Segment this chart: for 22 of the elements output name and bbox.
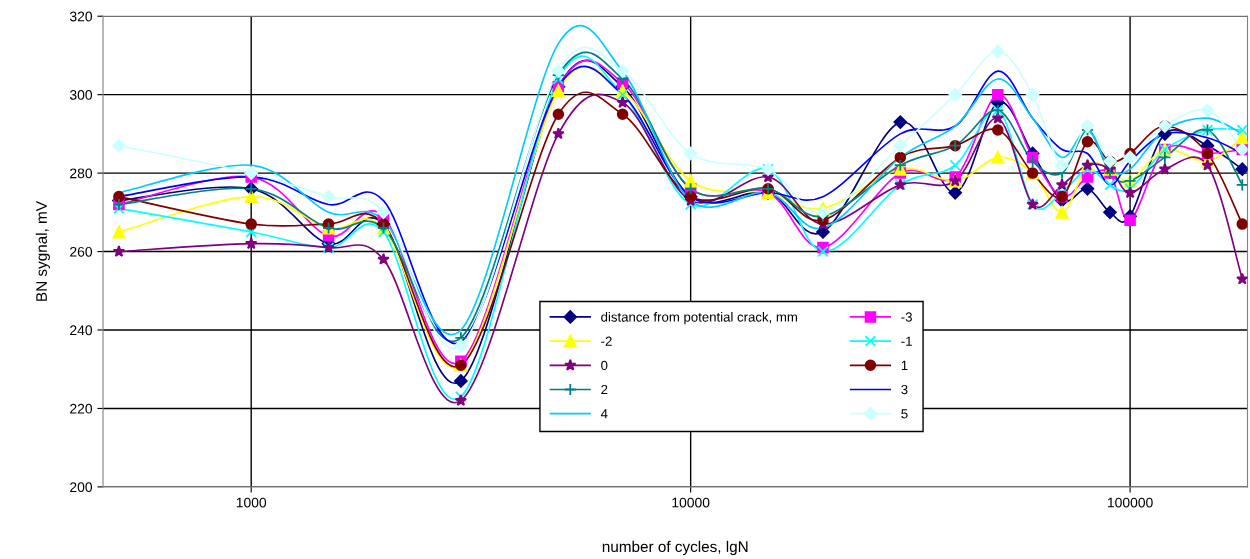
legend-label: -3	[901, 312, 912, 322]
x-tick-label: 10000	[672, 497, 710, 508]
legend-label: 1	[901, 360, 908, 370]
legend-label: 3	[901, 384, 908, 395]
legend-label: -1	[901, 336, 912, 346]
y-axis-title: BN sygnal, mV	[35, 201, 50, 301]
legend-label: 4	[600, 409, 608, 419]
y-tick-label: 220	[70, 403, 93, 414]
x-axis-title: number of cycles, lgN	[602, 540, 748, 556]
y-tick-label: 300	[69, 89, 93, 100]
legend-label: distance from potential crack, mm	[601, 312, 798, 325]
y-tick-label: 240	[70, 325, 93, 336]
y-tick-label: 260	[70, 246, 93, 257]
legend-label: 0	[601, 360, 608, 371]
x-tick-label: 100000	[1107, 497, 1153, 508]
x-tick-label: 1000	[236, 497, 267, 508]
y-tick-label: 280	[70, 168, 93, 179]
legend-label: -2	[601, 336, 612, 346]
legend-label: 2	[601, 384, 608, 395]
y-tick-label: 200	[70, 482, 93, 493]
y-tick-label: 320	[69, 11, 93, 22]
legend-label: 5	[901, 409, 908, 419]
